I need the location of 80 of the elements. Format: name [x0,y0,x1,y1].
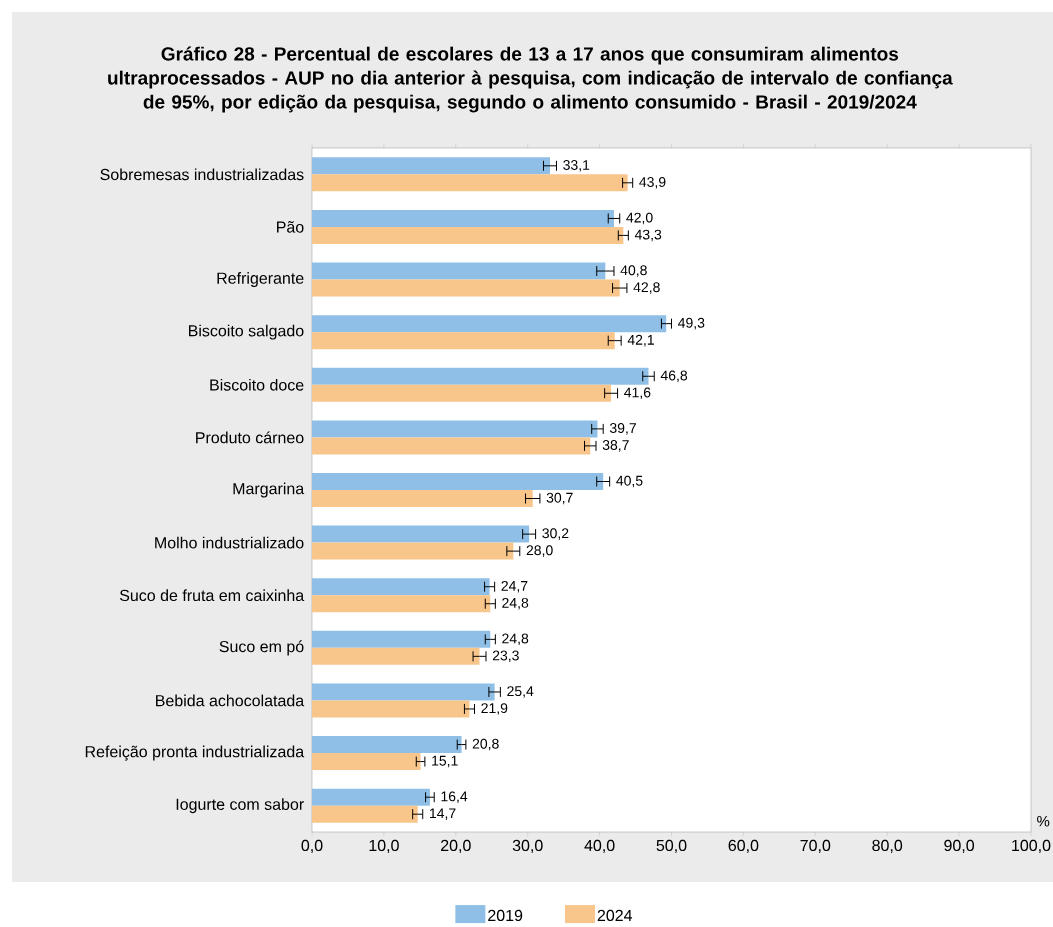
data-label: 39,7 [609,423,636,435]
data-label: 42,1 [627,334,654,347]
data-label: 46,8 [660,370,688,383]
data-label: 21,9 [481,703,508,715]
x-tick-label: 60,0 [728,839,759,854]
bar [312,332,615,350]
bar [312,753,421,771]
data-label: 15,1 [432,755,458,768]
bar [312,700,470,718]
x-tick-label: 80,0 [872,839,903,854]
y-tick-label: Biscoito doce [210,378,304,391]
bar [312,788,430,806]
data-label: 25,4 [507,686,534,698]
bar [312,805,418,823]
x-tick-label: 10,0 [369,839,399,854]
legend-label: 2024 [597,909,633,922]
x-tick-label: 50,0 [656,839,687,854]
bar [312,630,491,648]
x-tick-label: 40,0 [584,839,615,854]
y-tick-label: Refeição pronta industrializada [85,745,305,761]
data-label: 38,7 [602,440,629,452]
y-tick-label: Refrigerante [217,272,304,287]
data-label: 42,8 [633,282,660,294]
y-tick-label: Margarina [233,482,305,498]
data-label: 24,8 [502,633,529,646]
y-tick-label: Produto cárneo [196,431,304,444]
bar [312,262,606,280]
data-label: 43,3 [634,229,662,242]
bar [312,525,530,543]
x-tick-label: 0,0 [301,839,323,854]
legend-label: 2019 [488,909,523,922]
bar [312,209,614,227]
bar [312,367,649,385]
y-tick-label: Biscoito salgado [189,324,304,340]
data-label: 20,8 [472,738,499,751]
bar [312,157,550,175]
y-tick-label: Molho industrializado [155,536,304,549]
data-label: 24,8 [502,597,529,610]
data-label: 24,7 [501,580,528,593]
bar [312,490,533,507]
bar [312,683,495,701]
data-label: 30,7 [546,492,573,505]
y-tick-label: Suco de fruta em caixinha [119,589,305,602]
bar [312,473,604,490]
bar [312,647,480,665]
x-tick-label: 90,0 [944,839,975,854]
bar [312,420,598,438]
x-tick-label: 30,0 [512,839,543,854]
data-label: 30,2 [542,528,569,540]
y-tick-label: Pão [277,221,304,233]
data-label: 28,0 [526,545,553,557]
bar [312,315,667,333]
bar [312,578,490,596]
data-label: 33,1 [563,160,590,172]
data-label: 23,3 [492,650,519,663]
bar [312,384,612,402]
bar [312,437,591,455]
chart-title: Gráfico 28 - Percentual de escolares de 13 a 17 anos que consumiram alimentos ultraprocessados - AUP no dia anterior à pesquisa, com indicação de intervalo de confiança de 95%, por edição da pesquisa, segundo o alimento consumido - Brasil - 2019/2024 [108,46,953,113]
bar [312,542,514,560]
data-label: 40,5 [616,475,643,488]
data-label: 42,0 [626,212,653,225]
y-tick-label: Sobremesas industrializadas [100,168,304,181]
x-tick-label: 100,0 [1012,839,1051,854]
data-label: 49,3 [678,317,705,330]
bar [312,174,628,192]
x-tick-label: 70,0 [800,839,831,854]
data-label: 40,8 [620,265,647,277]
data-label: 14,7 [429,808,456,820]
bar [312,226,624,244]
y-tick-label: Suco em pó [219,640,304,656]
x-axis-title: % [1037,815,1050,827]
data-label: 43,9 [639,177,666,189]
data-label: 16,4 [441,791,468,803]
y-tick-label: Iogurte com sabor [176,798,304,814]
data-label: 41,6 [624,387,651,400]
x-tick-label: 20,0 [441,839,471,854]
bar [312,595,491,613]
bar [312,736,462,754]
y-tick-label: Bebida achocolatada [156,694,305,707]
bar [312,279,620,297]
